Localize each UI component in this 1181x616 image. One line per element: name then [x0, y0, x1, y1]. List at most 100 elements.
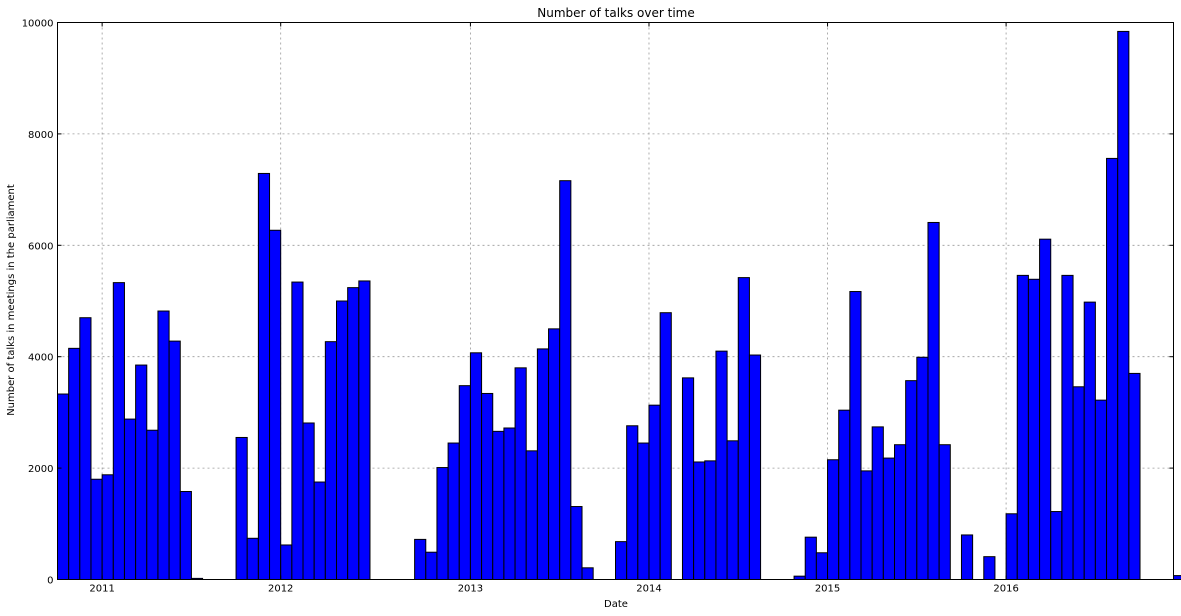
bar — [1128, 372, 1141, 580]
bar — [1039, 238, 1052, 580]
bar — [938, 444, 951, 580]
bar — [581, 567, 594, 580]
bar — [960, 534, 974, 581]
bar — [458, 385, 471, 580]
bar — [425, 551, 438, 580]
bar — [548, 328, 561, 580]
x-tick-label: 2012 — [268, 584, 293, 595]
bar — [447, 442, 460, 580]
y-tick-label: 4000 — [28, 353, 53, 364]
bar — [1083, 301, 1096, 580]
bar — [804, 536, 817, 581]
y-tick-label: 10000 — [22, 19, 54, 30]
bar — [291, 281, 304, 580]
ticks: 0 2000 4000 6000 8000 10000 2011 2012 2013 2014 20… — [22, 19, 1174, 595]
bar — [514, 367, 527, 580]
grid-lines — [57, 22, 1174, 580]
x-tick-label: 2014 — [636, 584, 661, 595]
bar — [882, 457, 896, 581]
bar — [894, 444, 907, 580]
y-axis-label: Number of talks in meetings in the parli… — [6, 184, 17, 416]
bar — [68, 347, 81, 580]
bar — [246, 537, 259, 580]
bar — [1173, 575, 1181, 581]
x-tick-label: 2016 — [993, 584, 1018, 595]
bar — [1106, 157, 1119, 581]
bar — [626, 425, 639, 580]
bar — [905, 380, 918, 580]
bar — [269, 229, 282, 581]
bar — [280, 544, 293, 581]
bar — [135, 364, 148, 580]
bar — [615, 541, 628, 581]
x-tick-label: 2015 — [815, 584, 840, 595]
bar — [916, 356, 929, 580]
bar — [570, 506, 583, 580]
bar — [179, 490, 192, 580]
bar — [1050, 511, 1063, 580]
bar — [235, 436, 248, 580]
bar — [659, 312, 672, 580]
bar — [827, 459, 840, 580]
bar — [347, 287, 360, 580]
bar — [1061, 274, 1074, 580]
bar — [525, 450, 538, 581]
bar — [168, 340, 181, 580]
bar — [101, 474, 114, 580]
bar — [324, 341, 337, 581]
bar — [1072, 386, 1085, 581]
x-tick-label: 2011 — [89, 584, 114, 595]
bars — [57, 30, 1181, 581]
bar — [860, 470, 873, 581]
bar — [469, 352, 483, 580]
bar — [704, 460, 717, 581]
bar — [637, 442, 650, 580]
bar — [927, 221, 940, 580]
bar — [90, 478, 103, 580]
bar — [559, 180, 572, 581]
bar — [1027, 278, 1041, 580]
bar — [983, 556, 996, 581]
bar — [257, 172, 271, 581]
bar — [481, 392, 494, 580]
bar — [726, 440, 739, 580]
bar — [358, 280, 371, 580]
bar — [302, 422, 315, 580]
y-tick-label: 0 — [47, 576, 53, 587]
bar — [871, 426, 884, 580]
bar — [849, 291, 862, 580]
chart-title: Number of talks over time — [537, 6, 695, 20]
bar — [1117, 30, 1130, 581]
y-tick-label: 8000 — [28, 130, 53, 141]
bar — [414, 538, 427, 580]
bar — [737, 277, 750, 580]
bar — [436, 467, 449, 580]
bar — [715, 350, 728, 580]
y-tick-label: 6000 — [28, 241, 53, 252]
bar — [693, 461, 706, 580]
bar — [536, 348, 550, 581]
bar — [503, 427, 516, 580]
bar — [123, 418, 137, 581]
bar — [1094, 399, 1108, 580]
bar — [815, 552, 829, 580]
bar — [79, 317, 92, 580]
bar — [112, 282, 125, 580]
bar — [838, 409, 851, 580]
y-tick-label: 2000 — [28, 464, 53, 475]
x-tick-label: 2013 — [458, 584, 483, 595]
bar — [146, 429, 159, 580]
bar — [681, 377, 695, 580]
bar — [748, 354, 762, 580]
bar — [1016, 274, 1029, 580]
bar — [793, 575, 806, 581]
plot-frame — [57, 22, 1174, 580]
bar — [648, 404, 661, 580]
bar — [57, 393, 70, 581]
bar — [313, 481, 326, 580]
bar — [1005, 513, 1018, 580]
bar — [492, 430, 505, 581]
bar — [157, 310, 170, 580]
x-axis-label: Date — [604, 599, 628, 610]
